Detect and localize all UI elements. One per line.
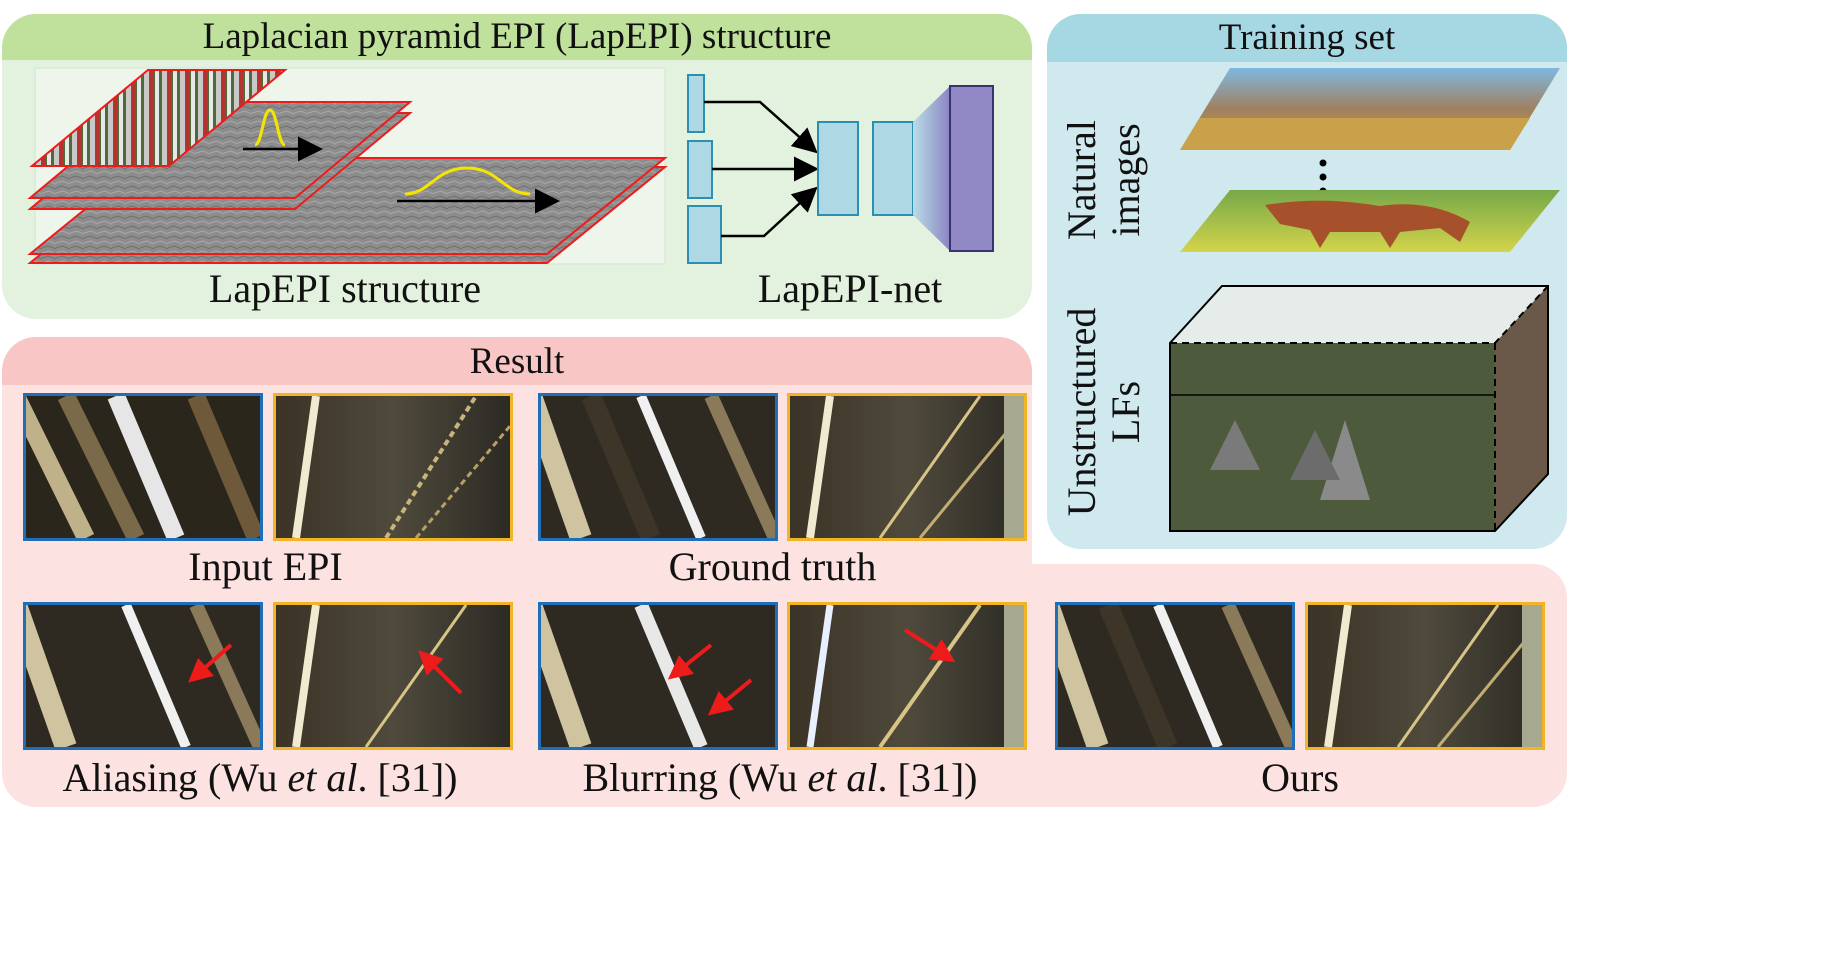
ours-label: Ours [1261,755,1339,800]
unstructured-lfs-label-line1: Unstructured [1059,307,1104,517]
input-epi-blue-crop [23,393,263,541]
large-gaussian-icon [404,166,531,196]
input-epi-label: Input EPI [188,544,343,589]
aliasing-label-suffix: . [31]) [357,755,458,800]
blurring-blue-crop [538,602,778,750]
lapepi-net-diagram [687,74,994,264]
natural-image-horses [1180,190,1560,252]
lapepi-title: Laplacian pyramid EPI (LapEPI) structure [2,14,1032,60]
unstructured-lfs-label: Unstructured LFs [1059,282,1148,542]
lapepi-net-label: LapEPI-net [757,266,943,311]
aliasing-orange-crop [273,602,513,750]
blurring-label-italic: et al [807,755,878,800]
ours-blue-crop [1055,602,1295,750]
lapepi-structure-label: LapEPI structure [208,266,482,311]
blurring-label: Blurring (Wu et al. [31]) [540,755,1020,801]
unstructured-lfs-label-line2: LFs [1103,380,1148,444]
aliasing-label-italic: et al [287,755,358,800]
ground-truth-orange-crop [787,393,1027,541]
natural-images-label: Natural images [1059,80,1148,280]
natural-images-ellipsis [1319,159,1327,195]
blurring-label-prefix: Blurring (Wu [582,755,808,800]
aliasing-blue-crop [23,602,263,750]
aliasing-label-prefix: Aliasing (Wu [62,755,288,800]
training-set-title: Training set [1047,14,1567,62]
result-title: Result [2,337,1032,385]
ground-truth-blue-crop [538,393,778,541]
aliasing-label: Aliasing (Wu et al. [31]) [20,755,500,801]
ground-truth-label: Ground truth [668,544,877,589]
natural-images-label-line2: images [1103,123,1148,237]
blurring-label-suffix: . [31]) [877,755,978,800]
natural-image-landscape [1180,68,1560,150]
pyramid-color-epi-layer [29,69,288,167]
input-epi-orange-crop [273,393,513,541]
natural-images-label-line1: Natural [1059,120,1104,240]
blurring-orange-crop [787,602,1027,750]
unstructured-lf-volume [1169,285,1549,532]
small-gaussian-icon [254,108,286,147]
ours-orange-crop [1305,602,1545,750]
